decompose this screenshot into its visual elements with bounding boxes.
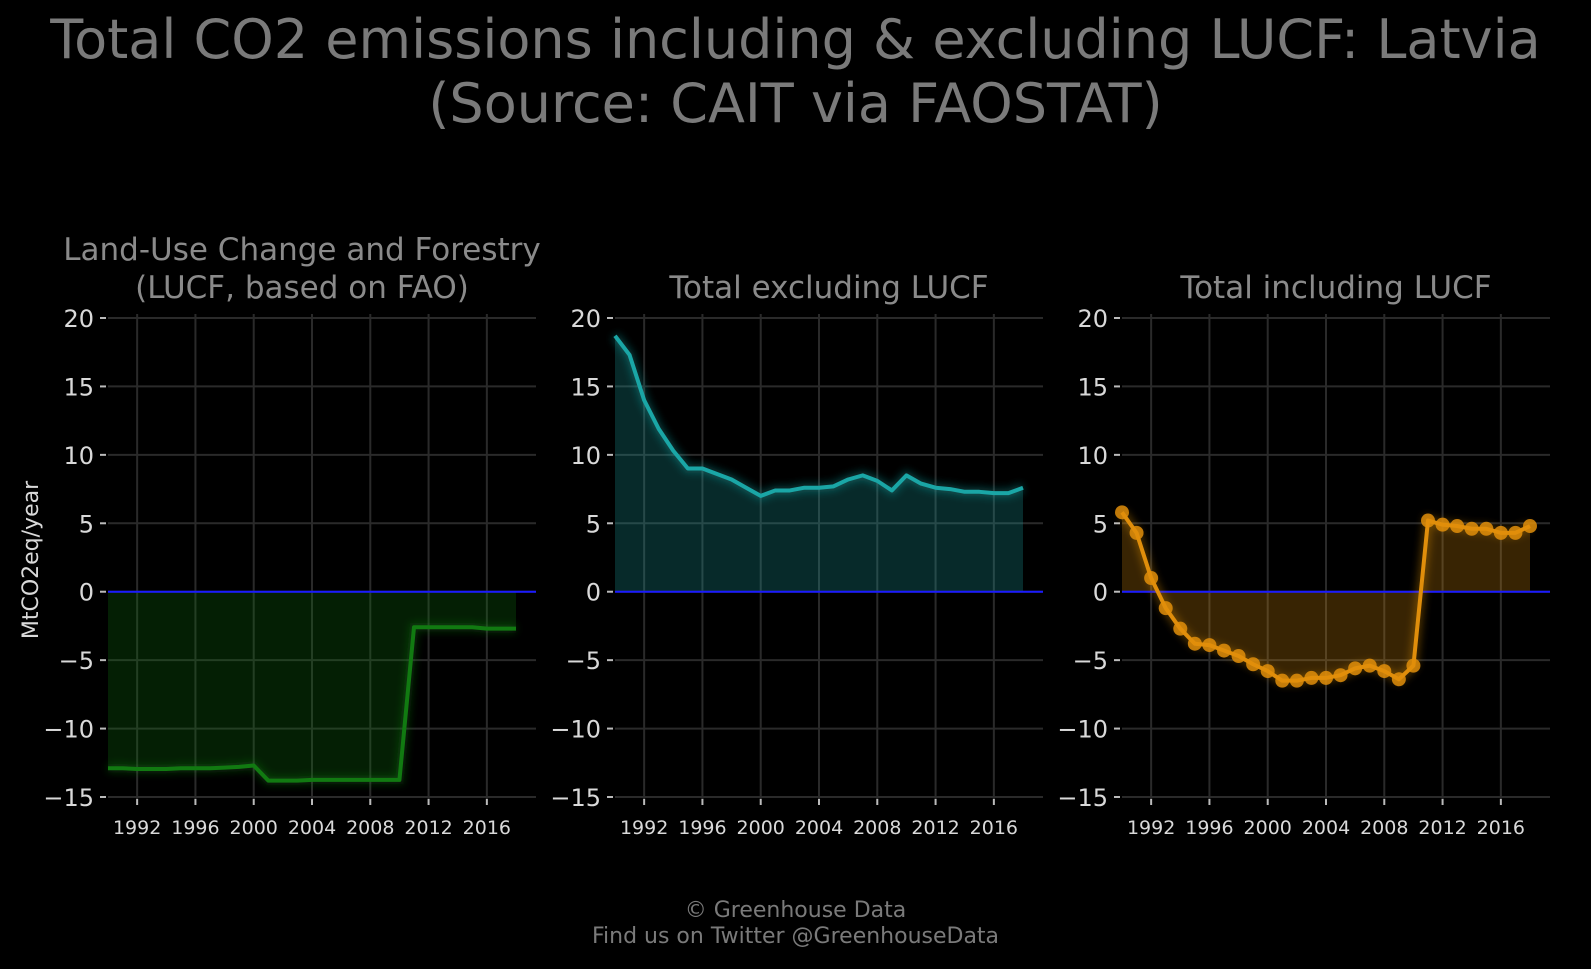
panel-3: Total including LUCF 20 15 10 5 0 −5 −10 −15 1992… xyxy=(1057,270,1550,839)
x-tick-label: 2000 xyxy=(1244,817,1292,839)
series-point xyxy=(1275,673,1290,688)
series-point xyxy=(1421,513,1435,528)
panel-title: Land-Use Change and Forestry xyxy=(63,232,541,268)
series-point xyxy=(1362,658,1377,673)
y-tick-label: 20 xyxy=(570,305,601,333)
y-tick-label: 0 xyxy=(79,579,94,607)
series-area xyxy=(108,591,516,781)
x-tick-label: 2008 xyxy=(346,817,394,839)
y-tick-label: 10 xyxy=(570,442,601,470)
y-tick-label: −5 xyxy=(59,647,94,675)
y-tick-label: 15 xyxy=(63,373,94,401)
y-tick-label: −10 xyxy=(550,716,601,744)
series-point xyxy=(1406,658,1421,673)
y-tick-label: 0 xyxy=(1093,579,1108,607)
series-point xyxy=(1450,519,1465,534)
series-point xyxy=(1217,643,1231,658)
y-tick-label: 5 xyxy=(79,510,94,538)
series-area xyxy=(615,335,1023,592)
x-tick-label: 2012 xyxy=(1418,817,1466,839)
y-tick-label: −10 xyxy=(43,716,94,744)
series-line xyxy=(108,625,516,783)
x-tick-label: 2016 xyxy=(970,817,1018,839)
series-point xyxy=(1231,649,1246,664)
y-tick-label: 0 xyxy=(586,579,601,607)
y-tick-label: −10 xyxy=(1057,716,1108,744)
y-tick-label: −15 xyxy=(550,784,601,812)
x-tick-label: 2016 xyxy=(463,817,511,839)
y-tick-label: 10 xyxy=(63,442,94,470)
x-tick-label: 2000 xyxy=(737,817,785,839)
series-point xyxy=(1377,664,1392,679)
series-point xyxy=(1173,621,1188,636)
series-point xyxy=(1464,521,1479,536)
series-point xyxy=(1508,525,1523,540)
series-point xyxy=(1144,571,1159,586)
x-tick-label: 2008 xyxy=(853,817,901,839)
x-tick-label: 1996 xyxy=(171,817,219,839)
footer-copyright: © Greenhouse Data xyxy=(684,898,907,923)
x-tick-label: 1996 xyxy=(1185,817,1233,839)
series-point xyxy=(1435,517,1450,532)
y-tick-label: 20 xyxy=(1077,305,1108,333)
panel-2: Total excluding LUCF 20 15 10 5 0 −5 −10 −15 1992… xyxy=(550,270,1043,839)
y-tick-label: 20 xyxy=(63,305,94,333)
y-tick-label: 15 xyxy=(570,373,601,401)
panel-title: (LUCF, based on FAO) xyxy=(135,270,469,306)
y-tick-label: 10 xyxy=(1077,442,1108,470)
footer-twitter: Find us on Twitter @GreenhouseData xyxy=(591,924,1000,949)
x-tick-label: 2008 xyxy=(1360,817,1408,839)
y-tick-label: −15 xyxy=(1057,784,1108,812)
x-tick-label: 2000 xyxy=(230,817,278,839)
x-tick-label: 1992 xyxy=(1127,817,1175,839)
x-tick-label: 1992 xyxy=(113,817,161,839)
panel-title: Total including LUCF xyxy=(1179,270,1491,306)
series-point xyxy=(1158,601,1173,616)
x-tick-label: 1992 xyxy=(620,817,668,839)
series-point xyxy=(1523,519,1537,534)
y-tick-label: 5 xyxy=(1093,510,1108,538)
series-point xyxy=(1289,673,1304,688)
x-tick-label: 1996 xyxy=(678,817,726,839)
series-point xyxy=(1493,525,1508,540)
series-point xyxy=(1115,505,1129,520)
y-tick-label: 15 xyxy=(1077,373,1108,401)
x-tick-label: 2012 xyxy=(911,817,959,839)
series-point xyxy=(1304,670,1319,685)
y-tick-label: −5 xyxy=(1073,647,1108,675)
series-point xyxy=(1129,525,1144,540)
series-point xyxy=(1246,657,1261,672)
panel-title: Total excluding LUCF xyxy=(668,270,988,306)
series-point xyxy=(1187,636,1202,651)
x-tick-label: 2004 xyxy=(1302,817,1350,839)
y-tick-label: 5 xyxy=(586,510,601,538)
series-point xyxy=(1319,670,1333,685)
y-axis-label: MtCO2eq/year xyxy=(19,480,44,639)
y-tick-label: −15 xyxy=(43,784,94,812)
y-tick-label: −5 xyxy=(566,647,601,675)
series-point xyxy=(1333,668,1348,683)
series-point xyxy=(1260,664,1275,679)
series-point xyxy=(1348,661,1363,676)
x-tick-label: 2016 xyxy=(1477,817,1525,839)
x-tick-label: 2004 xyxy=(288,817,336,839)
x-tick-label: 2012 xyxy=(404,817,452,839)
panel-1: Land-Use Change and Forestry(LUCF, based… xyxy=(43,232,540,839)
x-tick-label: 2004 xyxy=(795,817,843,839)
series-point xyxy=(1202,638,1217,653)
series-line xyxy=(613,334,1024,498)
chart-title: Total CO2 emissions including & excludin… xyxy=(50,8,1541,71)
series-point xyxy=(1391,672,1406,687)
series-point xyxy=(1479,521,1494,536)
chart-subtitle: (Source: CAIT via FAOSTAT) xyxy=(428,72,1163,135)
